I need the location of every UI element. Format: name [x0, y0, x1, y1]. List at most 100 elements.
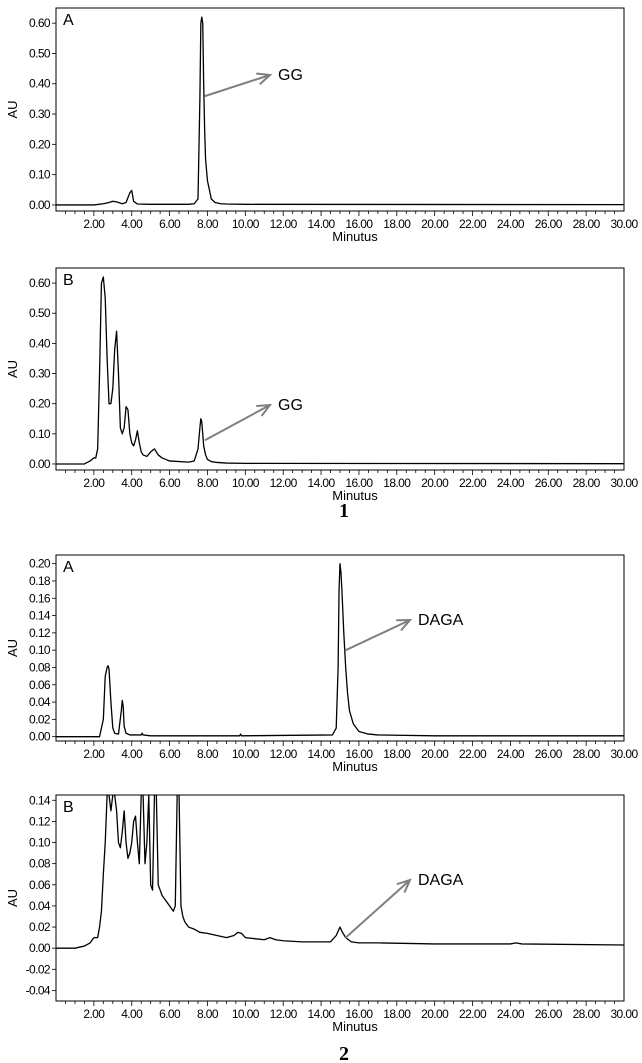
x-tick-label: 2.00: [83, 747, 105, 761]
y-axis-label: AU: [5, 639, 20, 657]
x-tick-label: 14.00: [308, 476, 336, 490]
y-tick-label: 0.14: [29, 609, 51, 623]
x-tick-label: 24.00: [497, 747, 525, 761]
annotation-label: DAGA: [418, 872, 464, 889]
x-tick-label: 30.00: [610, 1007, 638, 1021]
y-tick-label: 0.16: [29, 591, 51, 605]
x-tick-label: 28.00: [573, 747, 601, 761]
x-tick-label: 20.00: [421, 1007, 449, 1021]
x-tick-label: 18.00: [383, 1007, 411, 1021]
x-tick-label: 4.00: [121, 476, 143, 490]
x-axis-label: Minutus: [332, 229, 378, 244]
x-tick-label: 30.00: [610, 476, 638, 490]
panel-letter: A: [63, 559, 74, 576]
y-tick-label: 0.08: [29, 660, 51, 674]
y-tick-label: 0.50: [29, 306, 51, 320]
y-tick-label: -0.04: [26, 983, 51, 997]
y-tick-label: 0.02: [29, 712, 51, 726]
y-tick-label: 0.10: [29, 836, 51, 850]
x-tick-label: 8.00: [197, 217, 219, 231]
y-tick-label: 0.14: [29, 793, 51, 807]
annotation-arrow: [344, 878, 412, 939]
x-tick-label: 12.00: [270, 217, 298, 231]
x-tick-label: 4.00: [121, 747, 143, 761]
y-tick-label: 0.40: [29, 77, 51, 91]
y-tick-label: 0.20: [29, 557, 51, 571]
x-tick-label: 28.00: [573, 476, 601, 490]
annotation-label: GG: [278, 67, 303, 84]
y-tick-label: 0.20: [29, 397, 51, 411]
y-tick-label: -0.02: [26, 962, 51, 976]
x-axis-label: Minutus: [332, 1019, 378, 1034]
y-tick-label: 0.30: [29, 107, 51, 121]
x-tick-label: 10.00: [232, 1007, 260, 1021]
annotation-label: GG: [278, 397, 303, 414]
x-tick-label: 2.00: [83, 476, 105, 490]
x-tick-label: 14.00: [308, 747, 336, 761]
x-tick-label: 8.00: [197, 476, 219, 490]
annotation-label: DAGA: [418, 612, 464, 629]
y-tick-label: 0.40: [29, 336, 51, 350]
y-tick-label: 0.30: [29, 367, 51, 381]
x-tick-label: 12.00: [270, 476, 298, 490]
y-tick-label: 0.18: [29, 574, 51, 588]
y-axis-label: AU: [5, 889, 20, 907]
y-tick-label: 0.02: [29, 920, 51, 934]
x-tick-label: 12.00: [270, 1007, 298, 1021]
y-tick-label: 0.06: [29, 878, 51, 892]
x-tick-label: 20.00: [421, 747, 449, 761]
y-tick-label: 0.00: [29, 457, 51, 471]
x-tick-label: 2.00: [83, 217, 105, 231]
plot-frame: [55, 7, 625, 212]
y-tick-label: 0.10: [29, 427, 51, 441]
x-tick-label: 14.00: [308, 1007, 336, 1021]
y-tick-label: 0.04: [29, 899, 51, 913]
x-tick-label: 18.00: [383, 747, 411, 761]
x-tick-label: 26.00: [535, 217, 563, 231]
y-tick-label: 0.10: [29, 168, 51, 182]
x-tick-label: 16.00: [345, 1007, 373, 1021]
x-tick-label: 8.00: [197, 1007, 219, 1021]
chart-panel-1B: 2.00 4.00 6.00 8.00 10.00 12.00 14.00 16.00 18.0…: [5, 267, 639, 503]
x-tick-label: 16.00: [345, 476, 373, 490]
chart-panel-2B: 2.00 4.00 6.00 8.00 10.00 12.00 14.00 16.00 18.0…: [5, 793, 639, 1034]
x-axis-label: Minutus: [332, 488, 378, 503]
x-tick-label: 16.00: [345, 747, 373, 761]
x-tick-label: 10.00: [232, 476, 260, 490]
y-tick-label: 0.04: [29, 695, 51, 709]
chart-panel-2A: 2.00 4.00 6.00 8.00 10.00 12.00 14.00 16.00 18.0…: [5, 554, 639, 774]
y-tick-label: 0.60: [29, 276, 51, 290]
x-tick-label: 26.00: [535, 476, 563, 490]
y-axis-label: AU: [5, 100, 20, 118]
x-tick-label: 22.00: [459, 1007, 487, 1021]
x-tick-label: 28.00: [573, 1007, 601, 1021]
annotation-arrow: [344, 618, 413, 652]
x-tick-label: 24.00: [497, 1007, 525, 1021]
x-tick-label: 4.00: [121, 1007, 143, 1021]
x-tick-label: 6.00: [159, 747, 181, 761]
plot-frame: [55, 794, 625, 1002]
x-tick-label: 20.00: [421, 217, 449, 231]
x-tick-label: 20.00: [421, 476, 449, 490]
x-tick-label: 30.00: [610, 747, 638, 761]
y-tick-label: 0.00: [29, 941, 51, 955]
figure-group-label: 2: [339, 1043, 349, 1063]
y-tick-label: 0.60: [29, 16, 51, 30]
x-tick-label: 8.00: [197, 747, 219, 761]
chromatogram-trace: [56, 795, 624, 949]
y-tick-label: 0.10: [29, 643, 51, 657]
x-tick-label: 18.00: [383, 476, 411, 490]
figure-group-label: 1: [339, 500, 349, 522]
y-axis-label: AU: [5, 360, 20, 378]
y-tick-label: 0.00: [29, 198, 51, 212]
x-tick-label: 24.00: [497, 217, 525, 231]
panel-letter: B: [63, 272, 74, 289]
chart-panel-1A: 2.00 4.00 6.00 8.00 10.00 12.00 14.00 16.00 18.0…: [5, 7, 639, 244]
x-tick-label: 22.00: [459, 217, 487, 231]
plot-frame: [55, 554, 625, 742]
y-tick-label: 0.00: [29, 730, 51, 744]
y-tick-label: 0.20: [29, 137, 51, 151]
x-tick-label: 26.00: [535, 1007, 563, 1021]
annotation-arrow: [204, 403, 273, 441]
